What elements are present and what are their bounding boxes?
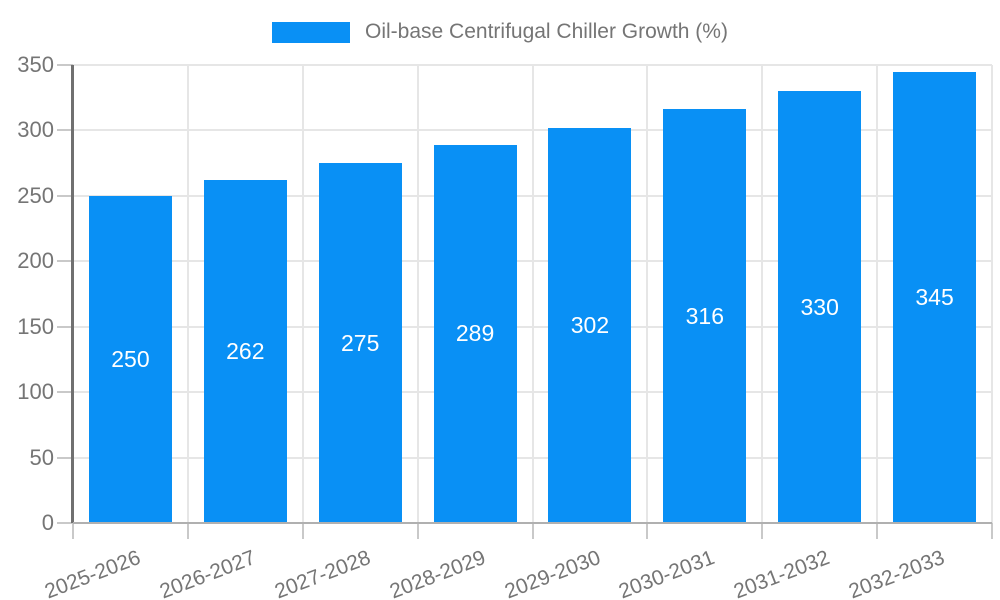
bar-value-label: 345 (915, 283, 954, 310)
y-tick-label: 100 (17, 379, 54, 405)
gridline-v (991, 65, 993, 523)
bar[interactable]: 330 (778, 91, 862, 523)
bar[interactable]: 289 (433, 144, 517, 523)
bar-value-label: 316 (685, 302, 724, 329)
y-tick (57, 129, 73, 132)
bar-value-label: 275 (341, 329, 380, 356)
legend[interactable]: Oil-base Centrifugal Chiller Growth (%) (0, 20, 1000, 44)
bar-value-label: 302 (570, 311, 610, 338)
x-category-label: 2030-2031 (616, 546, 719, 600)
x-axis-line (73, 522, 992, 524)
x-tick (991, 523, 993, 539)
x-category-label: 2027-2028 (271, 546, 374, 600)
x-category-label: 2029-2030 (501, 546, 604, 600)
y-tick (57, 391, 73, 394)
x-tick (646, 523, 649, 539)
bar[interactable]: 345 (893, 71, 977, 523)
x-tick (72, 523, 74, 539)
bar[interactable]: 316 (663, 109, 747, 523)
y-tick (57, 260, 73, 263)
bar[interactable]: 262 (203, 180, 287, 523)
y-tick-label: 300 (17, 117, 54, 143)
y-tick (57, 522, 73, 524)
gridline-v (646, 65, 649, 523)
y-tick-label: 150 (17, 313, 54, 339)
x-category-label: 2028-2029 (386, 546, 489, 600)
y-tick (57, 194, 73, 197)
bar[interactable]: 275 (318, 163, 402, 523)
gridline-v (416, 65, 419, 523)
x-category-label: 2032-2033 (845, 546, 948, 600)
x-category-label: 2026-2027 (156, 546, 259, 600)
x-category-label: 2031-2032 (730, 546, 833, 600)
y-tick-label: 0 (41, 510, 54, 535)
gridline-v (531, 65, 534, 523)
y-tick-label: 200 (17, 248, 54, 274)
y-tick-label: 250 (17, 182, 54, 208)
y-tick (57, 325, 73, 328)
y-tick (57, 456, 73, 459)
gridline-v (186, 65, 189, 523)
bar-value-label: 289 (455, 320, 495, 347)
y-axis-line (71, 65, 74, 523)
bar-value-label: 262 (226, 338, 265, 365)
gridline-v (301, 65, 304, 523)
x-category-label: 2025-2026 (41, 546, 144, 600)
y-tick-label: 50 (29, 444, 54, 470)
bar[interactable]: 250 (88, 195, 172, 523)
gridline-v (876, 65, 879, 523)
x-tick (416, 523, 419, 539)
x-tick (301, 523, 304, 539)
x-tick (761, 523, 764, 539)
y-tick-label: 350 (17, 52, 54, 77)
bar[interactable]: 302 (548, 127, 632, 523)
y-tick (57, 64, 73, 66)
x-tick (531, 523, 534, 539)
bar-value-label: 250 (111, 345, 150, 372)
gridline-v (761, 65, 764, 523)
x-tick (186, 523, 189, 539)
legend-swatch (272, 21, 351, 43)
x-tick (876, 523, 879, 539)
legend-label: Oil-base Centrifugal Chiller Growth (%) (365, 20, 728, 43)
bar-value-label: 330 (800, 293, 839, 320)
